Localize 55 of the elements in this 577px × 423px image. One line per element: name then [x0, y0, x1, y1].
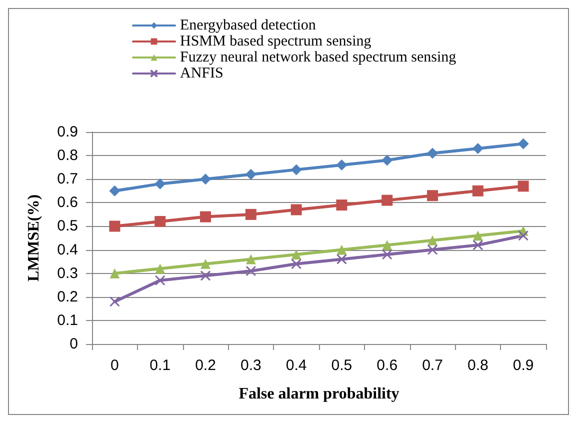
- point: [246, 254, 256, 264]
- x-tick-label: 0: [110, 357, 119, 374]
- legend-label: HSMM based spectrum sensing: [180, 34, 372, 50]
- point: [472, 185, 484, 196]
- legend-label: ANFIS: [180, 66, 224, 82]
- point: [245, 168, 256, 180]
- x-tick-label: 0.6: [376, 357, 398, 374]
- point: [336, 200, 348, 211]
- point: [382, 194, 393, 206]
- x-axis-title: False alarm probability: [238, 386, 400, 402]
- point: [109, 220, 120, 232]
- y-tick-label: 0.8: [57, 147, 78, 164]
- point: [110, 268, 120, 278]
- x-tick-label: 0.5: [331, 357, 352, 374]
- point: [109, 185, 120, 196]
- y-tick-label: 0: [70, 336, 78, 352]
- legend-label: Fuzzy neural network based spectrum sensing: [180, 50, 457, 66]
- point: [428, 235, 438, 246]
- point: [291, 249, 302, 260]
- point: [382, 154, 393, 166]
- y-axis-title: LMMSE(%): [26, 194, 42, 282]
- y-tick-label: 0.1: [57, 312, 78, 329]
- x-tick-label: 0.3: [240, 357, 262, 374]
- y-tick-label: 0.6: [57, 194, 78, 212]
- point: [200, 174, 211, 185]
- point: [427, 148, 438, 159]
- x-tick-label: 0.2: [195, 357, 216, 374]
- y-tick-label: 0.5: [57, 218, 78, 235]
- x-tick-label: 0.8: [467, 357, 488, 374]
- point: [200, 258, 210, 269]
- point: [290, 204, 302, 216]
- point: [245, 208, 256, 220]
- x-tick-label: 0.1: [150, 357, 171, 374]
- point: [290, 164, 302, 176]
- point: [382, 240, 392, 250]
- y-tick-label: 0.4: [57, 241, 78, 258]
- point: [154, 178, 166, 190]
- point: [427, 190, 438, 202]
- point: [154, 216, 166, 228]
- legend-label: Energybased detection: [180, 18, 316, 34]
- point: [336, 159, 348, 170]
- point: [155, 264, 166, 274]
- y-tick-label: 0.3: [57, 264, 78, 282]
- point: [336, 244, 347, 255]
- point: [518, 138, 529, 150]
- point: [200, 211, 211, 222]
- x-tick-label: 0.7: [422, 357, 443, 374]
- x-tick-label: 0.9: [512, 357, 534, 374]
- point: [472, 142, 484, 154]
- y-tick-label: 0.9: [57, 124, 78, 140]
- point: [472, 230, 483, 241]
- y-tick-label: 0.2: [57, 288, 78, 306]
- point: [518, 180, 529, 192]
- x-tick-label: 0.4: [286, 357, 307, 374]
- y-tick-label: 0.7: [57, 170, 78, 188]
